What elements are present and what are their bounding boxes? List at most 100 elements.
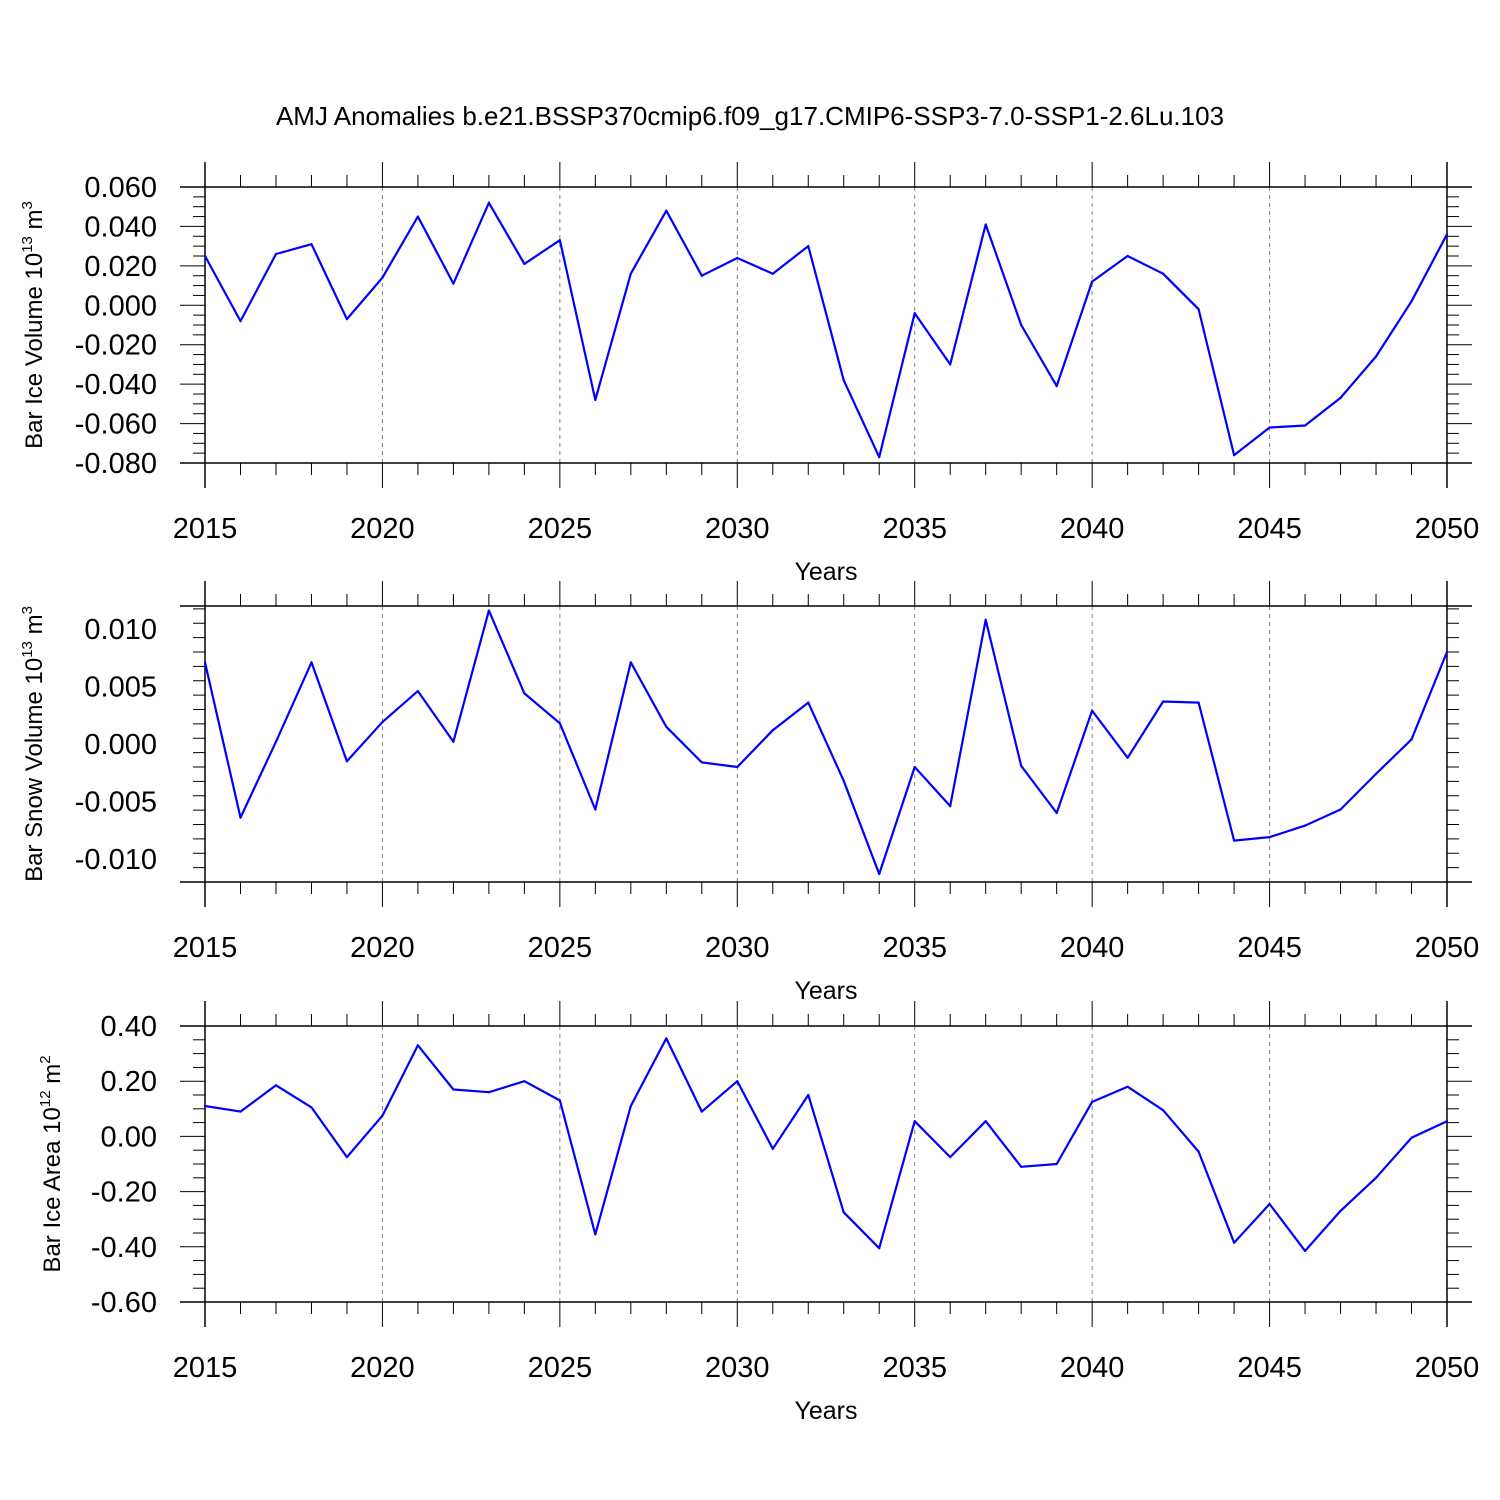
panel-2: 2015 2020 2025 2030 2035 2040 2045 2050 0.010 0.0… <box>19 581 1479 1005</box>
x-tick-label: 2030 <box>705 513 770 545</box>
data-point <box>1268 1202 1271 1206</box>
y-axis-label-unit-exponent: 2 <box>37 1055 54 1063</box>
data-point <box>558 239 561 242</box>
data-point <box>736 765 739 769</box>
x-tick-label: 2045 <box>1237 1352 1302 1384</box>
y-axis-label-exponent: 13 <box>19 641 36 658</box>
y-tick-label: 0.060 <box>84 172 157 204</box>
y-tick-label: -0.080 <box>75 448 157 480</box>
data-point <box>1162 1109 1165 1112</box>
data-point <box>1126 254 1129 258</box>
y-axis-label-exponent: 13 <box>19 236 36 253</box>
data-point <box>771 1147 774 1150</box>
data-point <box>310 243 313 246</box>
data-point <box>700 1110 703 1113</box>
x-axis-label: Years <box>794 977 857 1005</box>
data-point <box>452 740 455 743</box>
x-tick-label: 2030 <box>705 1352 770 1384</box>
data-point <box>807 1093 810 1097</box>
y-tick-label: -0.020 <box>75 330 157 362</box>
data-point <box>1232 1241 1236 1244</box>
data-point <box>1197 308 1200 311</box>
y-tick-label: -0.005 <box>75 787 157 819</box>
data-point <box>523 1080 526 1083</box>
data-point <box>1410 300 1413 303</box>
y-tick-label: -0.060 <box>75 409 157 441</box>
data-point <box>1232 839 1236 842</box>
data-point <box>487 1091 490 1094</box>
data-point <box>842 379 845 382</box>
data-point <box>1020 764 1023 767</box>
x-axis-label: Years <box>794 558 857 586</box>
data-point <box>239 1110 242 1113</box>
data-point <box>1445 650 1449 654</box>
data-point <box>629 1104 632 1108</box>
y-tick-label: -0.60 <box>91 1287 157 1319</box>
data-point <box>949 363 952 366</box>
data-point <box>594 808 597 811</box>
data-point <box>416 690 420 693</box>
x-tick-label: 2045 <box>1237 932 1302 964</box>
x-tick-label: 2020 <box>350 1352 415 1384</box>
y-tick-label: 0.010 <box>84 614 157 646</box>
data-point <box>1339 808 1342 811</box>
data-point <box>984 223 987 226</box>
data-point <box>1410 1136 1413 1139</box>
data-point <box>274 252 278 256</box>
data-point <box>913 1120 916 1123</box>
y-tick-label: 0.020 <box>84 251 157 283</box>
data-point <box>984 618 987 621</box>
data-point <box>203 1104 207 1108</box>
data-point <box>878 1247 881 1250</box>
y-axis-label: Bar Snow Volume 1013 m3 <box>19 606 48 882</box>
y-tick-label: -0.040 <box>75 369 157 401</box>
series-line <box>204 201 1448 459</box>
data-point <box>1055 1162 1058 1166</box>
data-point <box>1020 323 1023 327</box>
x-tick-label: 2050 <box>1415 1352 1480 1384</box>
x-tick-label: 2025 <box>528 1352 593 1384</box>
x-tick-label: 2045 <box>1237 513 1302 545</box>
y-tick-label: 0.000 <box>84 729 157 761</box>
data-point <box>523 262 526 265</box>
data-point <box>558 1099 561 1102</box>
data-point <box>1162 700 1165 703</box>
data-point <box>239 319 242 323</box>
panel-3: 2015 2020 2025 2030 2035 2040 2045 2050 0.40 0.20… <box>37 1001 1479 1425</box>
data-point <box>736 1080 739 1083</box>
x-tick-label: 2040 <box>1060 513 1125 545</box>
data-point <box>878 872 881 876</box>
data-point <box>416 215 420 218</box>
y-tick-label: 0.20 <box>101 1066 157 1098</box>
data-point <box>452 1088 455 1091</box>
x-tick-label: 2035 <box>882 1352 947 1384</box>
y-tick-label: 0.00 <box>101 1121 157 1153</box>
data-point <box>203 661 207 664</box>
data-point <box>203 254 207 258</box>
data-point <box>629 661 632 664</box>
y-axis-label-unit-exponent: 3 <box>19 606 36 614</box>
data-point <box>558 722 561 725</box>
y-tick-label: -0.20 <box>91 1177 157 1209</box>
y-axis-label-exponent: 12 <box>37 1090 54 1107</box>
x-tick-label: 2050 <box>1415 932 1480 964</box>
y-axis-label-base: Bar Ice Area 10 <box>39 1107 66 1272</box>
data-point <box>878 455 881 459</box>
data-point <box>594 1233 597 1236</box>
panels-group: 2015 2020 2025 2030 2035 2040 2045 2050 0.060 0.0… <box>19 162 1479 1425</box>
data-point <box>1374 355 1378 358</box>
data-point <box>1091 709 1094 712</box>
data-point <box>1445 233 1449 236</box>
data-point <box>310 1106 313 1109</box>
x-tick-label: 2050 <box>1415 513 1480 545</box>
x-tick-label: 2040 <box>1060 1352 1125 1384</box>
x-tick-label: 2035 <box>882 932 947 964</box>
data-point <box>1197 701 1200 704</box>
data-point <box>1126 756 1129 759</box>
data-point <box>523 692 526 695</box>
data-point <box>1091 280 1094 283</box>
x-tick-label: 2015 <box>173 932 238 964</box>
data-point <box>487 201 490 204</box>
